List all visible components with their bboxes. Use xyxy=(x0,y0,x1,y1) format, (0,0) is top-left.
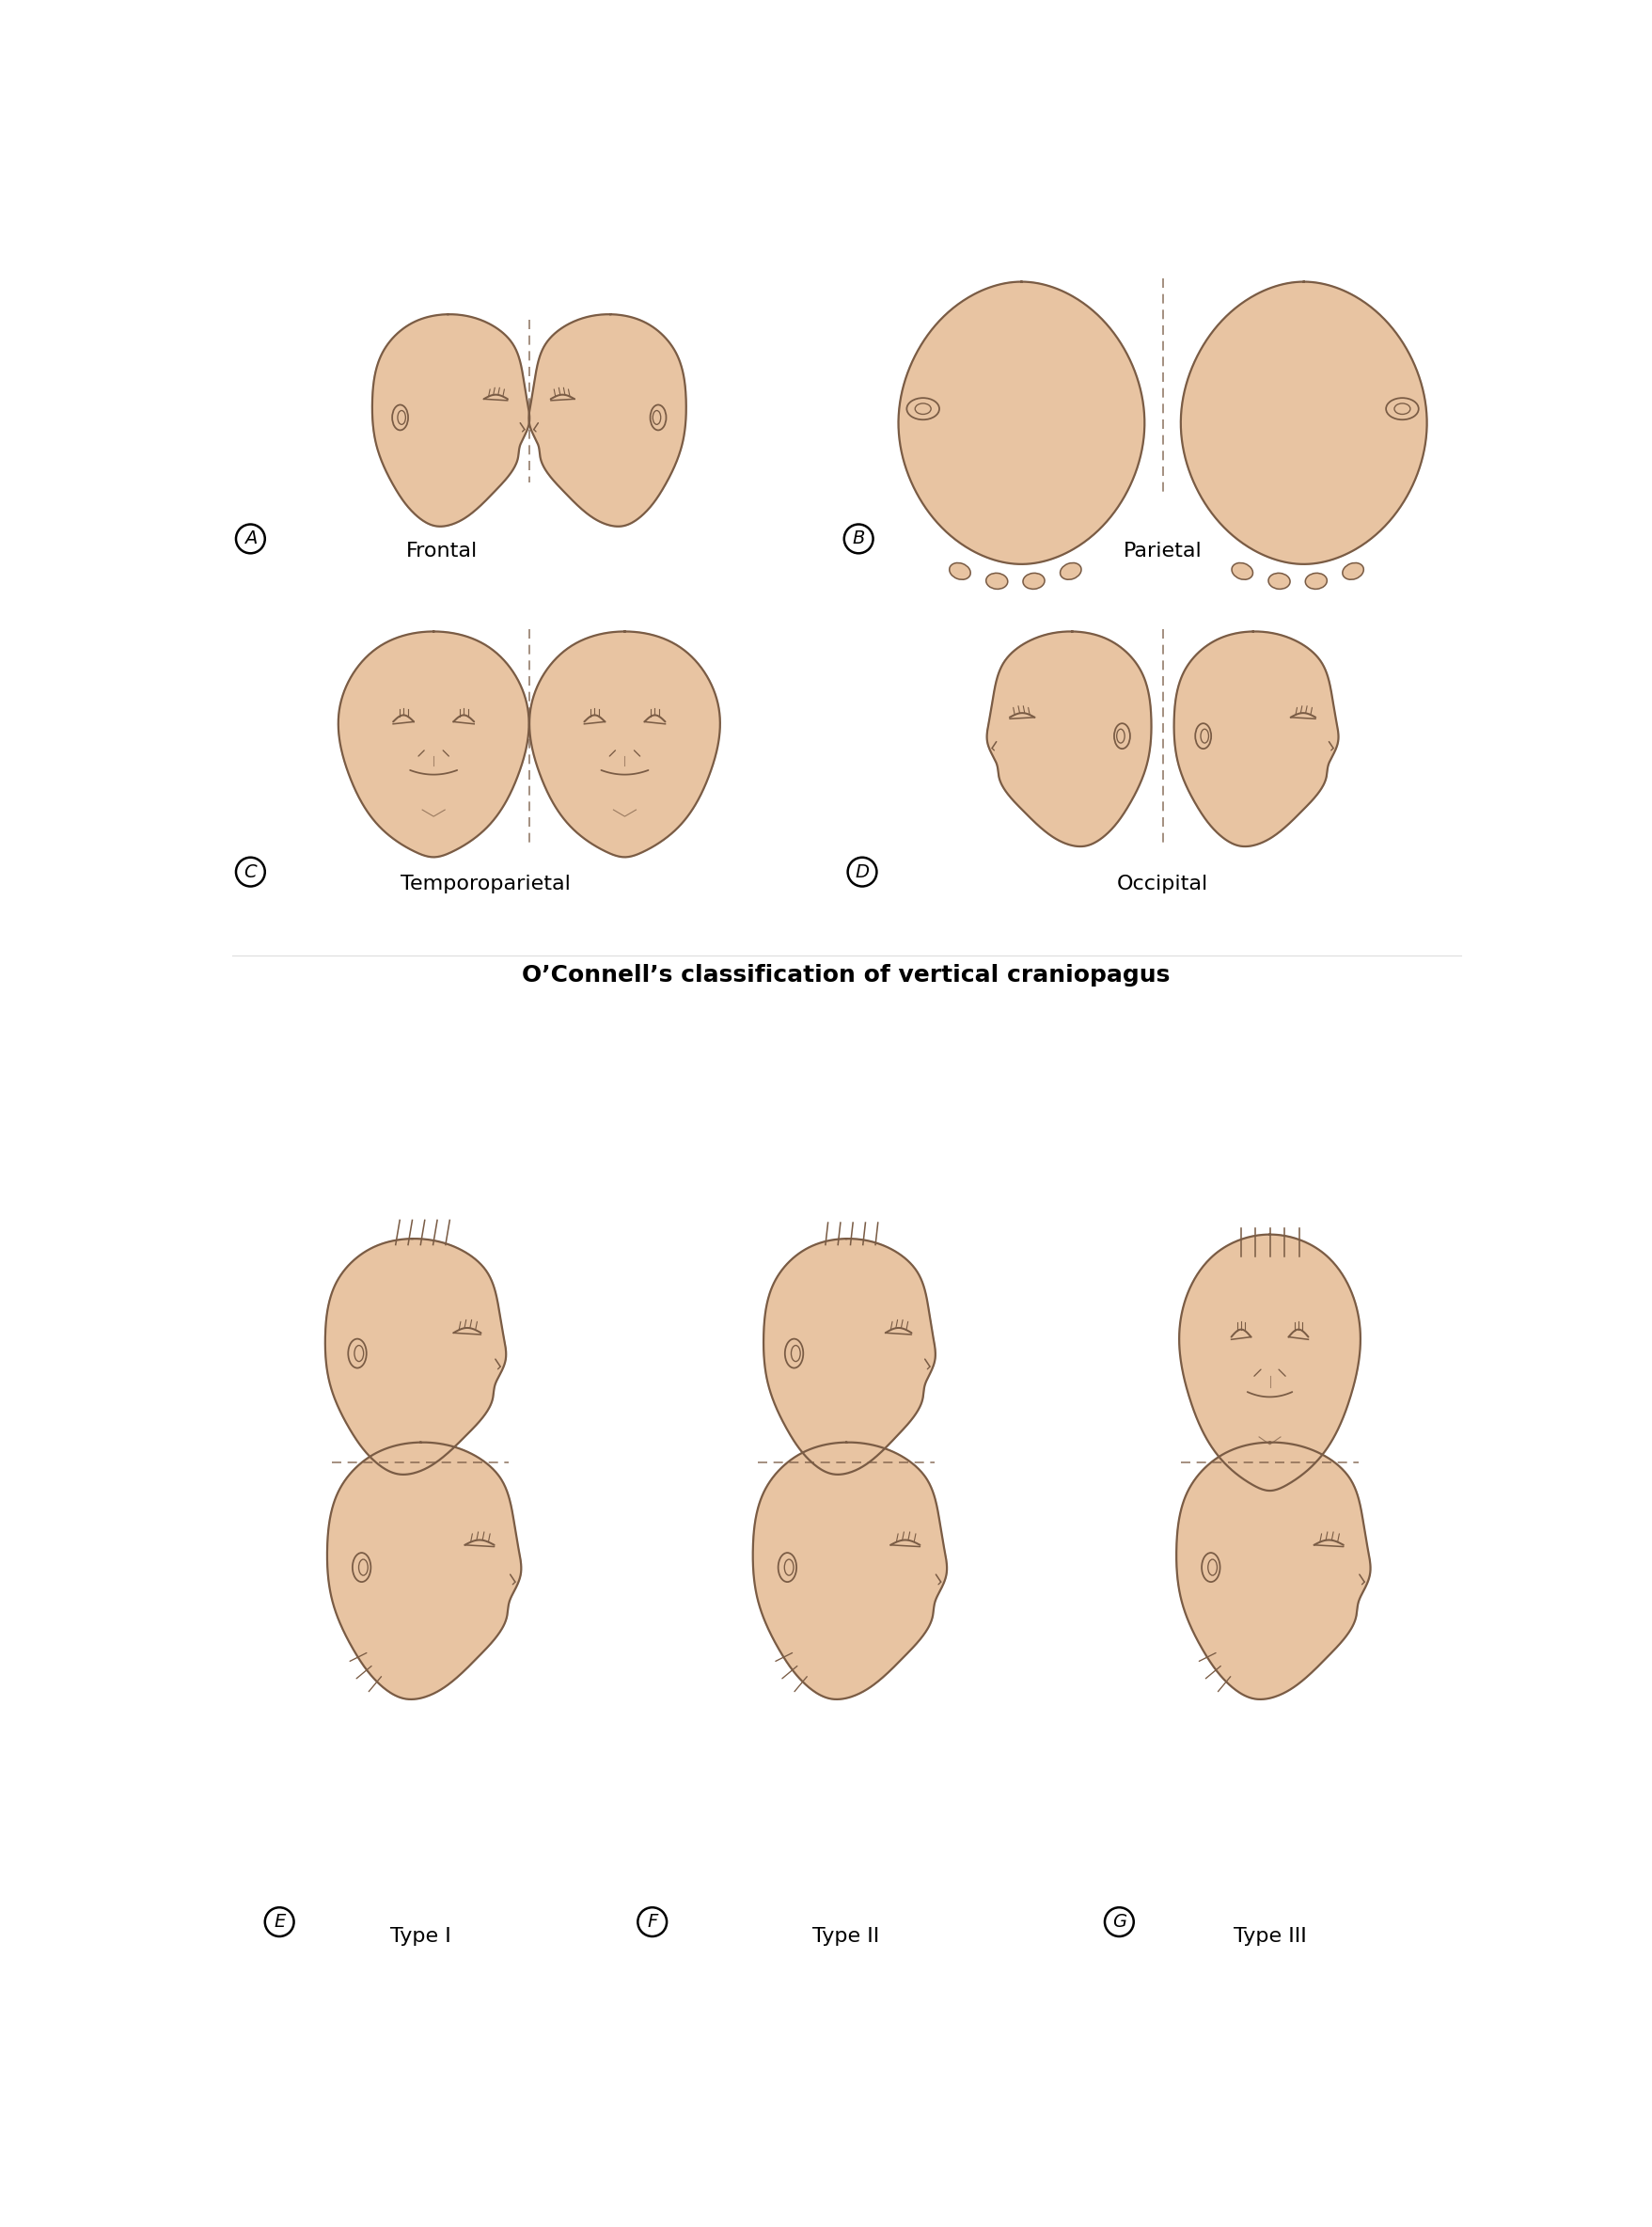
Ellipse shape xyxy=(651,405,666,430)
Ellipse shape xyxy=(352,1552,370,1581)
Text: Type III: Type III xyxy=(1234,1926,1307,1946)
Text: B: B xyxy=(852,530,866,548)
Text: Frontal: Frontal xyxy=(406,541,477,561)
Circle shape xyxy=(638,1909,667,1937)
Circle shape xyxy=(844,523,872,552)
Ellipse shape xyxy=(1061,563,1082,579)
Polygon shape xyxy=(1176,1443,1371,1699)
Text: F: F xyxy=(648,1913,657,1931)
Ellipse shape xyxy=(1269,572,1290,590)
Text: Temporoparietal: Temporoparietal xyxy=(401,875,572,893)
Ellipse shape xyxy=(349,1338,367,1367)
Text: Occipital: Occipital xyxy=(1117,875,1208,893)
Polygon shape xyxy=(1181,283,1427,563)
Ellipse shape xyxy=(1305,572,1327,590)
Polygon shape xyxy=(529,314,686,526)
Text: G: G xyxy=(1112,1913,1127,1931)
Text: Parietal: Parietal xyxy=(1123,541,1203,561)
Ellipse shape xyxy=(1343,563,1363,579)
Text: Type I: Type I xyxy=(390,1926,451,1946)
Circle shape xyxy=(236,523,264,552)
Polygon shape xyxy=(763,1238,935,1474)
Circle shape xyxy=(264,1909,294,1937)
Polygon shape xyxy=(1175,632,1338,846)
Ellipse shape xyxy=(1201,1552,1221,1581)
Ellipse shape xyxy=(1386,399,1419,419)
Ellipse shape xyxy=(392,405,408,430)
Circle shape xyxy=(847,857,877,886)
Polygon shape xyxy=(325,1238,506,1474)
Polygon shape xyxy=(339,632,529,857)
Polygon shape xyxy=(372,314,530,526)
Ellipse shape xyxy=(1196,724,1211,748)
Ellipse shape xyxy=(986,572,1008,590)
Ellipse shape xyxy=(785,1338,803,1367)
Polygon shape xyxy=(899,283,1145,563)
Polygon shape xyxy=(327,1443,522,1699)
Text: A: A xyxy=(244,530,256,548)
Polygon shape xyxy=(986,632,1151,846)
Ellipse shape xyxy=(907,399,940,419)
Circle shape xyxy=(236,857,264,886)
Ellipse shape xyxy=(1232,563,1252,579)
Text: D: D xyxy=(856,864,869,882)
Text: E: E xyxy=(274,1913,286,1931)
Text: C: C xyxy=(244,864,256,882)
Polygon shape xyxy=(529,632,720,857)
Ellipse shape xyxy=(950,563,970,579)
Ellipse shape xyxy=(778,1552,796,1581)
Ellipse shape xyxy=(1023,572,1044,590)
Polygon shape xyxy=(1180,1234,1361,1490)
Ellipse shape xyxy=(1113,724,1130,748)
Polygon shape xyxy=(753,1443,947,1699)
Text: Type II: Type II xyxy=(813,1926,881,1946)
Text: O’Connell’s classification of vertical craniopagus: O’Connell’s classification of vertical c… xyxy=(522,964,1170,987)
Circle shape xyxy=(1105,1909,1133,1937)
